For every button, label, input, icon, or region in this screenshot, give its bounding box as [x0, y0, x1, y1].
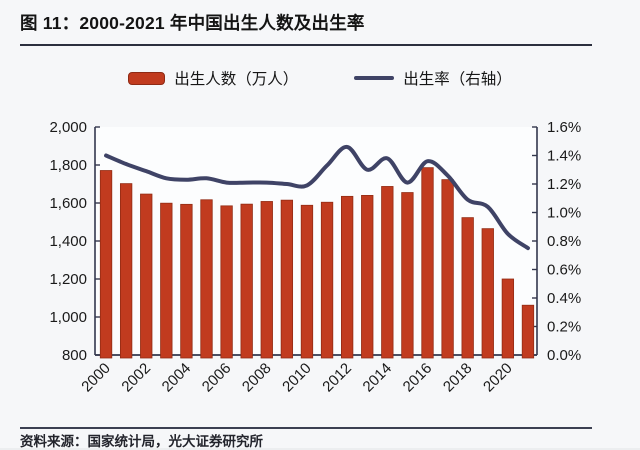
title-divider [20, 44, 592, 46]
svg-text:1,200: 1,200 [49, 271, 87, 288]
legend-item-births: 出生人数（万人） [128, 67, 298, 89]
svg-text:2020: 2020 [480, 360, 516, 396]
svg-text:1,800: 1,800 [49, 157, 87, 174]
svg-text:2002: 2002 [118, 360, 154, 396]
svg-text:1.6%: 1.6% [547, 119, 581, 136]
svg-text:1,000: 1,000 [49, 309, 87, 326]
svg-text:0.8%: 0.8% [547, 233, 581, 250]
svg-text:0.2%: 0.2% [547, 319, 581, 336]
legend-label-births: 出生人数（万人） [174, 71, 299, 88]
svg-text:2,000: 2,000 [49, 119, 87, 136]
legend-label-birthrate: 出生率（右轴） [403, 71, 512, 88]
svg-text:800: 800 [62, 347, 87, 364]
svg-text:0.6%: 0.6% [547, 262, 581, 279]
bar-swatch-icon [128, 71, 166, 85]
svg-text:2008: 2008 [239, 360, 275, 396]
line-swatch-icon [354, 76, 395, 80]
svg-text:2006: 2006 [199, 360, 235, 396]
footer-divider [20, 427, 592, 429]
legend-item-birthrate: 出生率（右轴） [354, 67, 512, 89]
svg-text:1.0%: 1.0% [547, 205, 581, 222]
legend: 出生人数（万人） 出生率（右轴） [0, 64, 640, 92]
svg-text:2014: 2014 [360, 360, 396, 396]
svg-text:1,400: 1,400 [49, 233, 87, 250]
svg-text:0.4%: 0.4% [547, 290, 581, 307]
svg-text:1,600: 1,600 [49, 195, 87, 212]
svg-text:2012: 2012 [319, 360, 355, 396]
svg-text:1.4%: 1.4% [547, 148, 581, 165]
figure-title: 图 11：2000-2021 年中国出生人数及出生率 [20, 13, 365, 33]
svg-text:2004: 2004 [159, 360, 195, 396]
svg-text:1.2%: 1.2% [547, 176, 581, 193]
svg-text:0.0%: 0.0% [547, 347, 581, 364]
source-note: 资料来源：国家统计局，光大证券研究所 [20, 434, 263, 449]
svg-text:2000: 2000 [78, 360, 114, 396]
svg-text:2018: 2018 [440, 360, 476, 396]
chart-canvas: 800 1,000 1,200 1,400 1,600 1,800 2,000 0.0% 0.2… [49, 119, 581, 396]
svg-text:2010: 2010 [279, 360, 315, 396]
svg-text:2016: 2016 [400, 360, 436, 396]
